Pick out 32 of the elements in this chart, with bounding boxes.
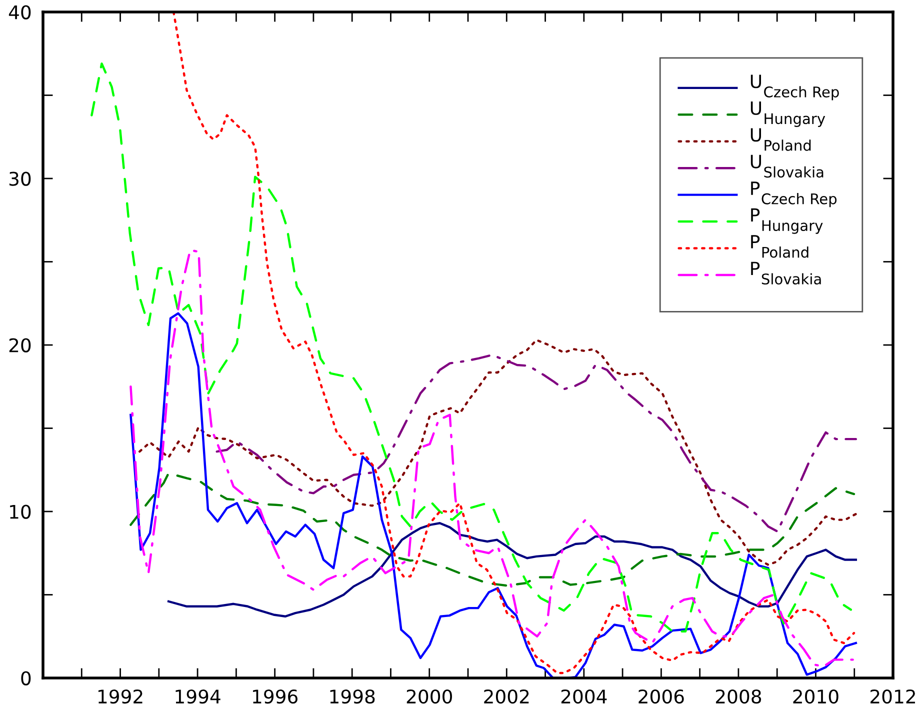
y-tick-label: 40 (8, 5, 31, 20)
legend-label: UHungary (750, 101, 826, 127)
x-tick-label: 1996 (253, 689, 298, 704)
x-tick-label: 2004 (561, 689, 607, 704)
y-tick-label: 30 (9, 172, 31, 186)
x-tick-label: 2006 (638, 689, 684, 704)
y-tick-label: 0 (21, 671, 31, 686)
x-tick-label: 2008 (716, 689, 762, 704)
legend-label: UPoland (750, 128, 811, 151)
y-tick-label: 10 (10, 504, 31, 519)
legend-label: PSlovakia (751, 262, 821, 285)
line-series (138, 338, 858, 566)
x-tick-label: 1992 (98, 689, 142, 704)
line-series (130, 472, 856, 587)
line-series (172, 12, 856, 674)
line-series (167, 522, 858, 618)
x-tick-label: 1998 (330, 689, 375, 704)
line-series (130, 312, 858, 678)
x-tick-label: 2012 (870, 689, 915, 704)
legend-label: PHungary (751, 208, 823, 234)
line-series (90, 62, 852, 632)
x-tick-label: 2002 (484, 689, 529, 704)
y-tick-label: 20 (9, 338, 31, 352)
line-series (130, 248, 854, 668)
legend-label: UCzech Rep (750, 74, 839, 100)
legend-label: PCzech Rep (751, 182, 837, 208)
x-tick-label: 1994 (176, 689, 220, 704)
legend-label: USlovakia (750, 154, 824, 178)
line-series (216, 354, 858, 533)
legend-label: PPoland (751, 235, 808, 258)
x-tick-label: 2000 (406, 689, 452, 704)
x-tick-label: 2010 (793, 689, 838, 704)
